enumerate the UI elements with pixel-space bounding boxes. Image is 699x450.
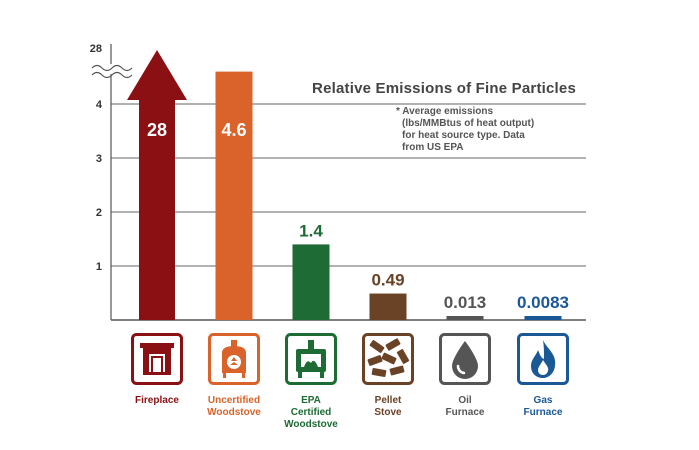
category-label: Fireplace — [135, 395, 179, 406]
bar — [215, 71, 253, 320]
y-tick-label: 3 — [96, 153, 102, 165]
pellets-icon — [362, 333, 414, 385]
value-label: 4.6 — [221, 120, 246, 140]
category-label: Woodstove — [207, 407, 261, 418]
value-label: 0.013 — [444, 293, 487, 312]
category-label: Pellet — [375, 395, 402, 406]
chart-note: * Average emissions(lbs/MMBtus of heat o… — [396, 106, 534, 153]
value-label: 28 — [147, 120, 167, 140]
category-label: Stove — [374, 407, 402, 418]
oil-drop-icon — [439, 333, 491, 385]
category-label: Furnace — [524, 407, 563, 418]
value-label: 1.4 — [299, 221, 323, 240]
fireplace-icon — [131, 333, 183, 385]
certified-woodstove-icon — [285, 333, 337, 385]
category-label: Gas — [534, 395, 553, 406]
value-label: 0.0083 — [517, 293, 569, 312]
bars: 28 4.6 1.4 0.49 0.013 0.0083 — [127, 50, 569, 320]
category-label: Oil — [458, 395, 472, 406]
grid-lines — [111, 103, 586, 267]
y-tick-label: 2 — [96, 207, 102, 219]
note-line: (lbs/MMBtus of heat output) — [402, 118, 534, 129]
woodstove-icon — [208, 333, 260, 385]
note-line: * Average emissions — [396, 106, 494, 117]
y-tick-label: 1 — [96, 261, 102, 273]
bar — [292, 244, 330, 320]
category-label: EPA — [301, 395, 321, 406]
chart-title: Relative Emissions of Fine Particles — [312, 80, 576, 97]
bar — [369, 293, 407, 320]
category-label: Uncertified — [208, 395, 260, 406]
category-labels: Fireplace UncertifiedWoodstoveEPACertifie… — [135, 395, 563, 430]
bar-arrow — [127, 50, 187, 320]
bar — [524, 316, 562, 320]
value-label: 0.49 — [371, 271, 404, 290]
gas-flame-icon — [517, 333, 569, 385]
category-label: Certified — [291, 407, 332, 418]
bar — [446, 316, 484, 320]
category-icons — [131, 333, 569, 385]
note-line: for heat source type. Data — [402, 130, 525, 141]
y-tick-label: 28 — [90, 43, 102, 55]
axis-break — [91, 64, 133, 79]
category-label: Furnace — [446, 407, 485, 418]
y-tick-label: 4 — [96, 99, 103, 111]
category-label: Woodstove — [284, 419, 338, 430]
note-line: from US EPA — [402, 142, 464, 153]
y-axis: 1 2 3 4 28 — [90, 43, 586, 321]
